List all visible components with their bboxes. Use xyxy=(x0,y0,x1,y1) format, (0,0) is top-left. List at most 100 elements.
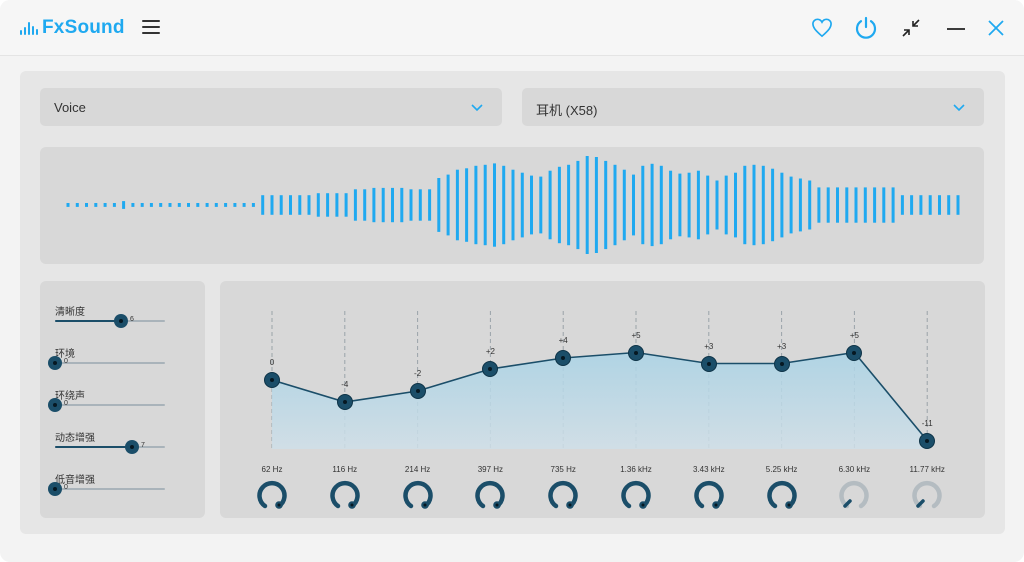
visualizer-bar xyxy=(344,193,348,217)
visualizer-bar xyxy=(409,189,413,221)
effect-label: 动态增强 xyxy=(55,433,95,444)
visualizer-bar xyxy=(891,187,895,223)
effect-slider-row: 环境 0 xyxy=(40,345,205,385)
effect-slider-track[interactable] xyxy=(55,488,165,490)
visualizer-bar xyxy=(196,203,200,207)
visualizer-bar xyxy=(928,195,932,215)
eq-frequency-knob[interactable] xyxy=(256,479,288,511)
visualizer-bar xyxy=(632,174,635,236)
visualizer-bar xyxy=(75,203,79,207)
eq-frequency-knob[interactable] xyxy=(838,479,870,511)
visualizer-bar xyxy=(687,172,691,238)
effect-slider-row: 清晰度 6 xyxy=(40,303,205,343)
eq-band-gain: +4 xyxy=(558,336,568,345)
visualizer-bar xyxy=(761,165,765,245)
visualizer-bar xyxy=(567,164,571,246)
power-icon[interactable] xyxy=(852,14,880,42)
eq-frequency-knob[interactable] xyxy=(766,479,798,511)
effect-slider-thumb[interactable] xyxy=(48,482,62,496)
visualizer-bar xyxy=(326,193,330,217)
eq-band-frequency: 397 Hz xyxy=(477,465,504,474)
eq-band-gain: +5 xyxy=(631,330,641,340)
visualizer-bar xyxy=(780,172,784,238)
visualizer-bar xyxy=(159,203,163,207)
eq-band-handle[interactable] xyxy=(773,355,790,372)
eq-band-frequency: 214 Hz xyxy=(404,465,431,474)
eq-band-handle[interactable] xyxy=(628,344,644,361)
visualizer-bar xyxy=(836,187,839,223)
eq-frequency-knob[interactable] xyxy=(620,479,652,511)
audio-visualizer xyxy=(40,147,984,264)
effect-slider-thumb[interactable] xyxy=(125,440,139,454)
preset-dropdown[interactable]: Voice xyxy=(40,88,502,126)
visualizer-bar xyxy=(177,203,181,207)
eq-curve-line xyxy=(271,351,928,442)
visualizer-bar xyxy=(233,203,237,207)
visualizer-bar xyxy=(622,169,626,241)
effect-label: 环境 xyxy=(55,349,75,360)
visualizer-bar xyxy=(94,203,98,207)
visualizer-bar xyxy=(474,165,478,245)
app-name: FxSound xyxy=(42,17,125,38)
eq-band-handle[interactable] xyxy=(555,350,572,366)
equalizer-panel: 0 62 Hz -4 116 Hz -2 214 Hz +2 397 Hz +4 735 Hz +5… xyxy=(220,281,985,518)
visualizer-bar xyxy=(511,169,515,241)
eq-band-frequency: 11.77 kHz xyxy=(909,465,945,474)
visualizer-bar xyxy=(734,172,737,238)
visualizer-bar xyxy=(798,178,802,232)
effect-slider-thumb[interactable] xyxy=(48,356,62,370)
eq-band-handle[interactable] xyxy=(700,355,717,372)
effect-slider-track[interactable] xyxy=(55,404,165,406)
eq-frequency-knob[interactable] xyxy=(474,479,506,511)
minimize-icon[interactable] xyxy=(942,14,970,42)
eq-frequency-knob[interactable] xyxy=(402,479,434,511)
effect-slider-thumb[interactable] xyxy=(48,398,62,412)
visualizer-bar xyxy=(131,203,135,207)
eq-band-handle[interactable] xyxy=(336,394,353,410)
eq-band-frequency: 6.30 kHz xyxy=(838,465,871,474)
visualizer-bar xyxy=(149,203,153,207)
eq-frequency-knob[interactable] xyxy=(547,479,579,511)
effects-panel: 清晰度 6 环境 0 环绕声 0 动态增强 7 低音增强 0 xyxy=(40,281,205,518)
eq-band-handle[interactable] xyxy=(409,383,426,399)
visualizer-bar xyxy=(122,201,126,209)
heart-icon[interactable] xyxy=(808,14,836,42)
eq-band-handle[interactable] xyxy=(919,432,936,449)
visualizer-bar xyxy=(696,170,700,240)
eq-band-gain: +3 xyxy=(704,341,714,351)
eq-band-gain: +3 xyxy=(777,341,787,351)
effect-slider-thumb[interactable] xyxy=(114,314,128,328)
eq-frequency-knob[interactable] xyxy=(329,479,361,511)
eq-band-handle[interactable] xyxy=(482,361,499,377)
eq-band-gain: +2 xyxy=(485,347,495,356)
effect-slider-track[interactable] xyxy=(55,362,165,364)
visualizer-bar xyxy=(817,187,821,223)
effect-slider-row: 环绕声 0 xyxy=(40,387,205,427)
visualizer-bar xyxy=(428,189,432,221)
eq-frequency-knob[interactable] xyxy=(911,479,943,511)
menu-icon[interactable] xyxy=(142,19,160,35)
eq-band-handle[interactable] xyxy=(264,372,280,388)
effect-value: 0 xyxy=(64,400,68,407)
visualizer-bar xyxy=(576,160,580,250)
eq-band-frequency: 116 Hz xyxy=(332,465,358,474)
visualizer-bar xyxy=(743,165,747,245)
visualizer-bar xyxy=(900,195,904,215)
visualizer-bar xyxy=(391,187,394,223)
visualizer-bar xyxy=(530,175,533,235)
output-device-dropdown[interactable]: 耳机 (X58) xyxy=(522,88,984,126)
minimize-view-icon[interactable] xyxy=(897,14,925,42)
equalizer-graph xyxy=(271,311,928,449)
visualizer-bar xyxy=(446,174,450,236)
effect-value: 0 xyxy=(64,484,68,491)
visualizer-bar xyxy=(465,168,469,242)
eq-band-gain: -2 xyxy=(414,369,422,378)
visualizer-bar xyxy=(307,195,311,215)
visualizer-bar xyxy=(752,164,756,246)
close-icon[interactable] xyxy=(982,14,1010,42)
eq-frequency-knob[interactable] xyxy=(693,479,725,511)
visualizer-bar xyxy=(298,195,302,215)
eq-band-handle[interactable] xyxy=(846,344,863,361)
visualizer-bars xyxy=(66,156,960,254)
